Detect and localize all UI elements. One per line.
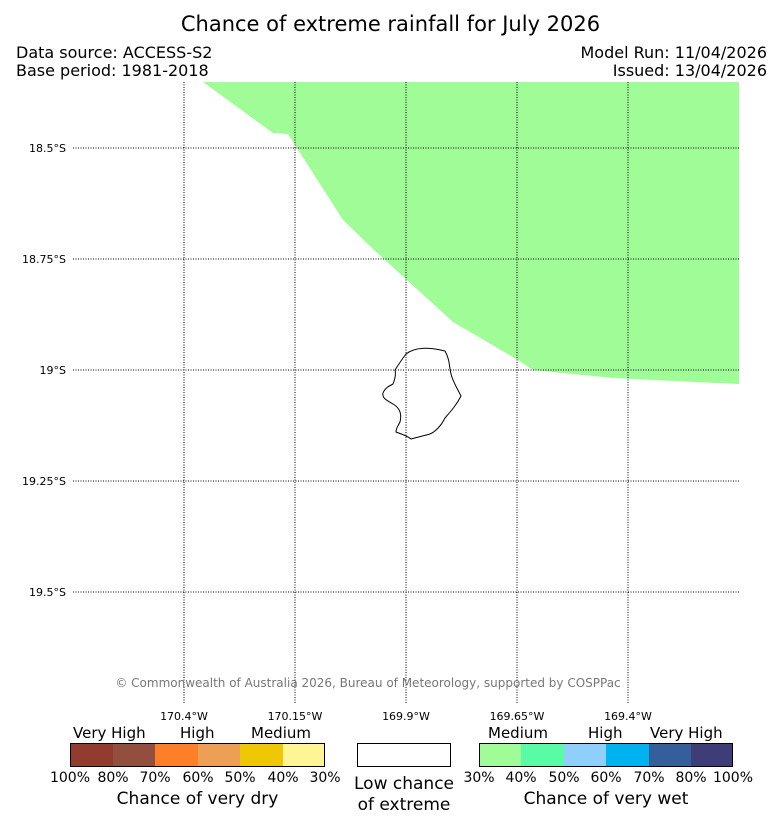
lat-label: 18.75°S: [22, 253, 66, 266]
dry-swatch: [240, 743, 283, 767]
wet-region-medium: [203, 82, 739, 384]
low-chance-caption-line2: of extreme: [357, 795, 451, 815]
base-period-text: Base period: 1981-2018: [16, 61, 209, 80]
issued-date-text: Issued: 13/04/2026: [612, 61, 767, 80]
wet-tick: 100%: [712, 770, 754, 786]
wet-heading-very-high: Very High: [650, 724, 723, 742]
wet-colorbar-border: [479, 743, 733, 767]
dry-heading-high: High: [180, 724, 215, 742]
lat-label: 18.5°S: [29, 142, 66, 155]
wet-swatch: [649, 743, 691, 767]
dry-heading-very-high: Very High: [73, 724, 146, 742]
dry-swatch: [283, 743, 325, 767]
data-source-text: Data source: ACCESS-S2: [16, 43, 213, 62]
wet-heading-high: High: [588, 724, 623, 742]
lat-label: 19°S: [39, 364, 66, 377]
niue-island-outline: [382, 347, 462, 440]
lon-label: 169.9°W: [382, 710, 430, 723]
grid-lines: [73, 82, 739, 704]
copyright-notice: © Commonwealth of Australia 2026, Bureau…: [115, 676, 621, 690]
wet-tick: 30%: [463, 770, 495, 786]
dry-swatch: [70, 743, 113, 767]
dry-swatch: [155, 743, 198, 767]
wet-caption: Chance of very wet: [523, 789, 689, 809]
map-panel[interactable]: [73, 82, 739, 704]
map-title: Chance of extreme rainfall for July 2026: [180, 12, 601, 36]
wet-tick: 60%: [590, 770, 622, 786]
dry-swatch: [198, 743, 240, 767]
dry-tick: 40%: [267, 770, 299, 786]
dry-tick: 80%: [97, 770, 129, 786]
lon-label: 170.15°W: [267, 710, 323, 723]
model-run-text: Model Run: 11/04/2026: [580, 43, 768, 62]
wet-swatch: [606, 743, 649, 767]
wet-swatch: [521, 743, 564, 767]
lon-label: 169.65°W: [489, 710, 545, 723]
dry-tick: 70%: [139, 770, 171, 786]
wet-swatch: [691, 743, 733, 767]
dry-tick: 30%: [309, 770, 341, 786]
low-chance-swatch: [357, 743, 451, 767]
wet-tick: 80%: [675, 770, 707, 786]
lat-label: 19.25°S: [22, 475, 66, 488]
dry-colorbar-border: [70, 743, 325, 767]
wet-swatch: [479, 743, 521, 767]
lon-label: 170.4°W: [160, 710, 208, 723]
dry-tick: 50%: [224, 770, 256, 786]
lon-label: 169.4°W: [604, 710, 652, 723]
dry-caption: Chance of very dry: [116, 789, 279, 809]
wet-swatch: [564, 743, 606, 767]
wet-tick: 70%: [633, 770, 665, 786]
lat-label: 19.5°S: [29, 586, 66, 599]
wet-tick: 40%: [505, 770, 537, 786]
dry-tick: 60%: [182, 770, 214, 786]
dry-swatch: [113, 743, 155, 767]
dry-heading-medium: Medium: [251, 724, 311, 742]
low-chance-caption-line1: Low chance: [354, 774, 454, 794]
dry-tick: 100%: [49, 770, 91, 786]
wet-tick: 50%: [548, 770, 580, 786]
wet-heading-medium: Medium: [488, 724, 548, 742]
